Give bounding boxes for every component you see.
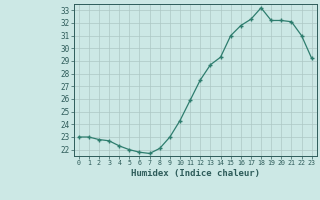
X-axis label: Humidex (Indice chaleur): Humidex (Indice chaleur) [131, 169, 260, 178]
